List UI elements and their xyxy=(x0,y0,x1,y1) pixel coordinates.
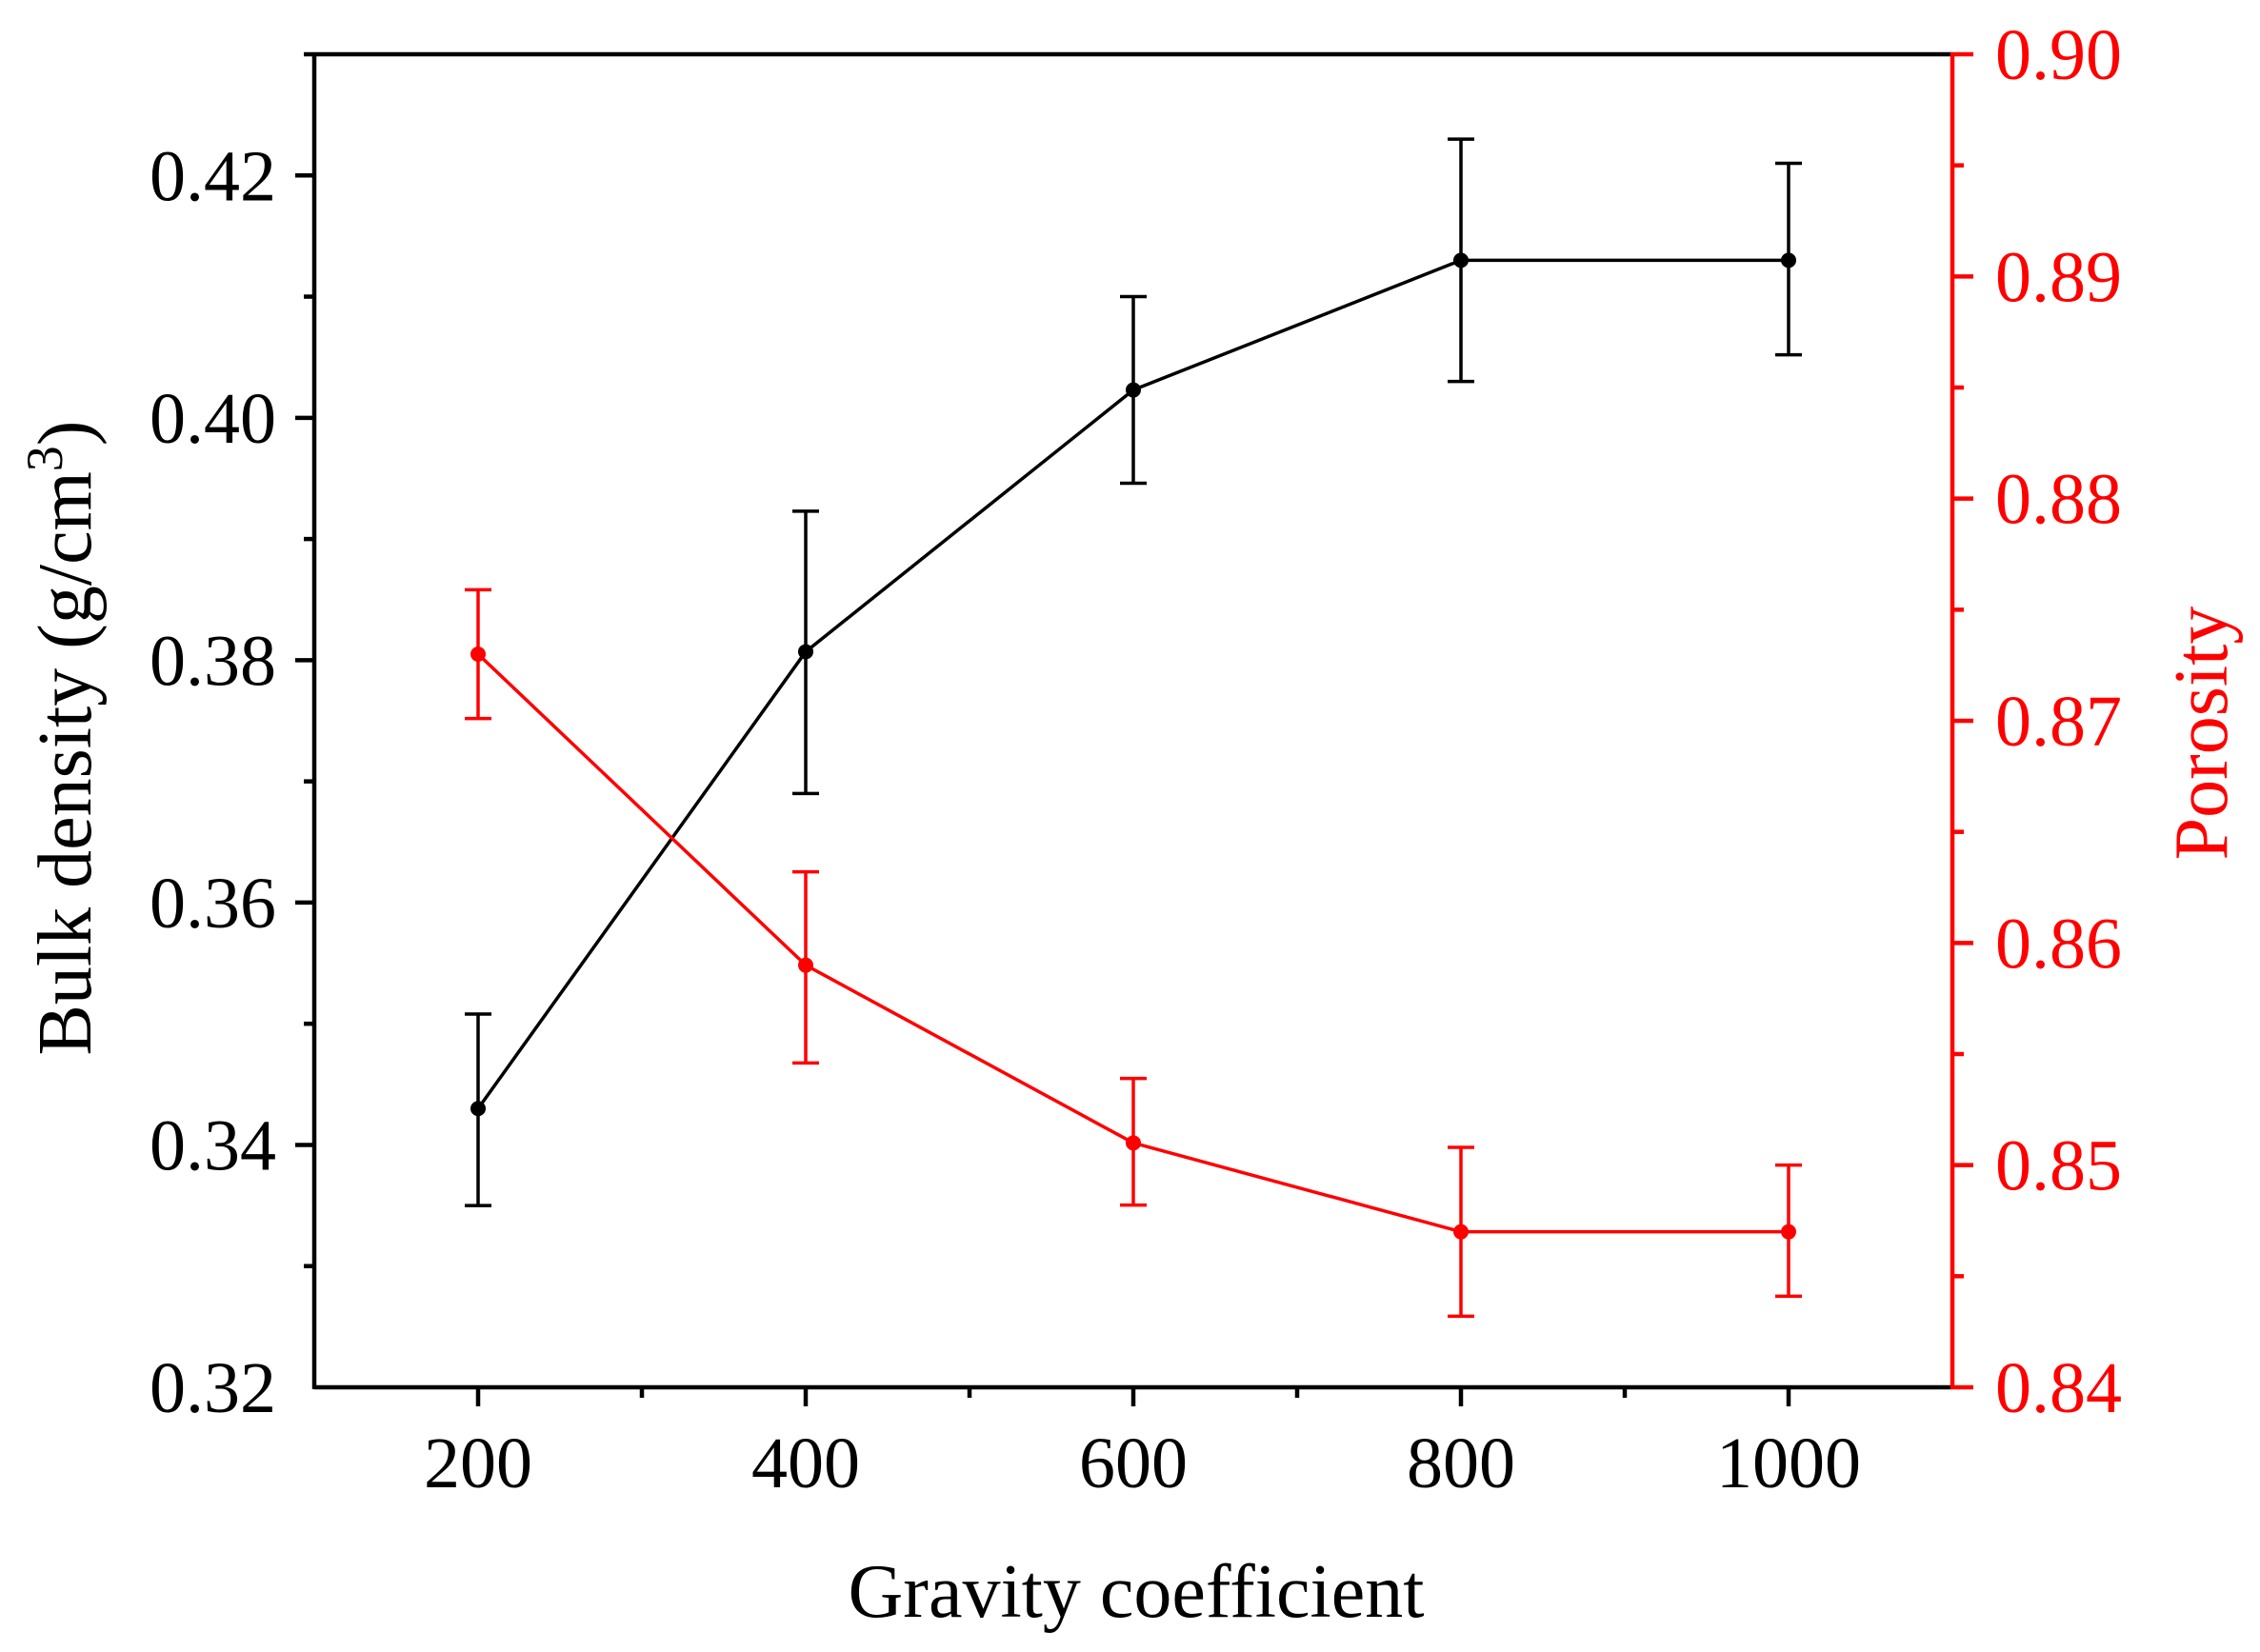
y-right-tick-label: 0.88 xyxy=(1995,460,2122,540)
y-axis-left-label-superscript: 3 xyxy=(16,446,73,471)
y-right-tick-label: 0.84 xyxy=(1995,1348,2122,1428)
y-left-tick-label: 0.40 xyxy=(150,379,276,459)
y-right-tick-label: 0.90 xyxy=(1995,15,2122,95)
data-point xyxy=(798,957,813,973)
y-left-tick-label: 0.38 xyxy=(150,621,276,701)
x-tick-label: 1000 xyxy=(1716,1423,1861,1503)
x-tick-label: 600 xyxy=(1079,1423,1188,1503)
data-point xyxy=(1453,1224,1469,1240)
series-porosity xyxy=(465,587,1802,1319)
data-point xyxy=(1781,252,1796,269)
data-point xyxy=(1126,382,1141,398)
y-right-tick-label: 0.86 xyxy=(1995,904,2122,984)
y-axis-left-label-close: ) xyxy=(24,421,108,447)
y-left-tick-label: 0.34 xyxy=(150,1105,276,1185)
y-right-tick-label: 0.89 xyxy=(1995,237,2122,317)
x-tick-label: 800 xyxy=(1407,1423,1515,1503)
data-point xyxy=(1126,1135,1141,1151)
y-axis-left-label: Bulk density (g/cm3) xyxy=(16,421,108,1056)
x-axis-label: Gravity coefficient xyxy=(849,1550,1425,1634)
series-bulk-density xyxy=(465,137,1802,1207)
axes: 200 400 600 800 1000 0.32 0.34 0.36 0.38 0.40 0.42… xyxy=(150,15,2122,1503)
y-axis-left-label-main: Bulk density (g/cm xyxy=(24,471,108,1055)
data-point xyxy=(470,647,486,662)
x-tick-label: 200 xyxy=(424,1423,532,1503)
y-axis-right-label: Porosity xyxy=(2160,607,2244,861)
y-right-tick-label: 0.87 xyxy=(1995,682,2122,762)
data-point xyxy=(470,1101,486,1117)
data-point xyxy=(1453,252,1469,269)
y-left-tick-label: 0.32 xyxy=(150,1348,276,1428)
y-left-tick-label: 0.36 xyxy=(150,864,276,944)
data-point xyxy=(1781,1224,1796,1240)
y-left-tick-label: 0.42 xyxy=(150,136,276,216)
data-point xyxy=(798,644,813,660)
series-layer xyxy=(465,137,1802,1319)
x-tick-label: 400 xyxy=(751,1423,860,1503)
labels-layer: Gravity coefficient Bulk density (g/cm3)… xyxy=(16,421,2244,1634)
y-right-tick-label: 0.85 xyxy=(1995,1126,2122,1206)
